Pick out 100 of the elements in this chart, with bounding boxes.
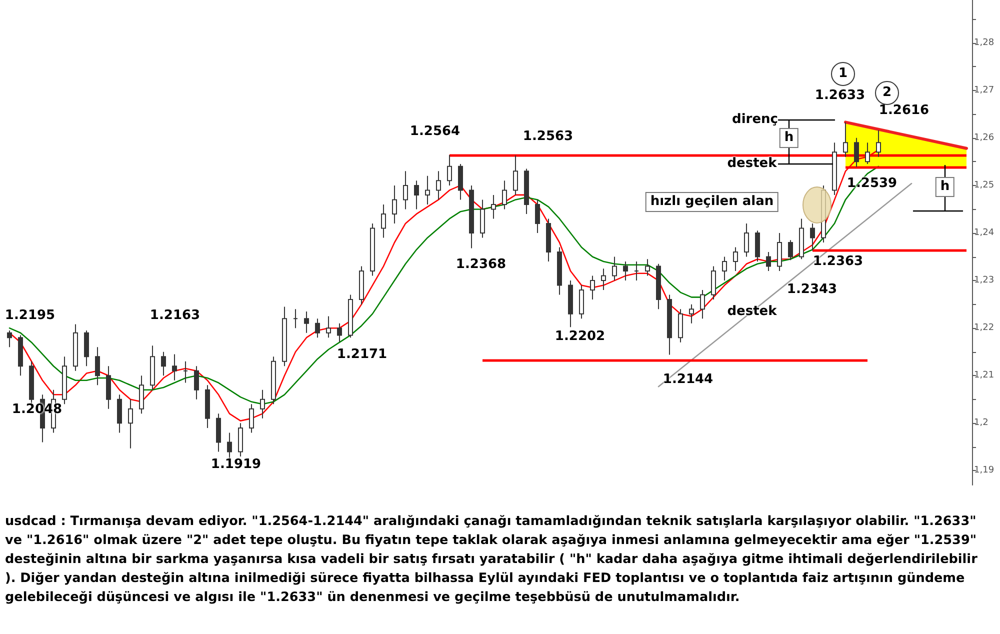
annotation: 1.2563	[522, 129, 574, 145]
candlestick	[392, 184, 397, 224]
candlestick	[623, 261, 628, 282]
candlestick	[282, 306, 287, 367]
candlestick	[524, 168, 529, 214]
candlestick	[469, 184, 474, 249]
candlestick	[161, 351, 166, 376]
annotation: 1.2163	[150, 308, 200, 324]
candlestick	[73, 324, 78, 372]
annotation: 1.2202	[554, 329, 606, 345]
candlestick	[447, 154, 452, 186]
y-tick-label: 1,23	[974, 276, 994, 286]
candlestick	[249, 404, 254, 434]
annotation: destek	[727, 304, 777, 320]
candlestick	[315, 318, 320, 338]
candlestick	[777, 232, 782, 272]
candlestick	[84, 330, 89, 367]
candlestick	[436, 170, 441, 200]
candlestick	[590, 275, 595, 300]
candlestick	[865, 142, 870, 165]
candlestick	[216, 413, 221, 452]
y-tick-label: 1,27	[974, 85, 994, 96]
candlestick	[326, 316, 331, 338]
candlestick	[95, 346, 100, 386]
y-tick-label: 1,26	[974, 132, 994, 143]
candlestick	[403, 170, 408, 210]
candlestick	[722, 256, 727, 282]
y-tick-label: 1,19	[974, 466, 994, 476]
candlestick	[205, 384, 210, 428]
annotation: 1.2564	[410, 124, 460, 140]
candlestick	[766, 252, 771, 272]
candlestick	[128, 398, 133, 449]
annotation: 1.2368	[456, 257, 506, 273]
candlestick	[337, 322, 342, 342]
candlestick	[348, 294, 353, 338]
annotation: 1.1919	[210, 457, 262, 473]
candlestick	[414, 180, 419, 210]
candlestick	[7, 330, 12, 348]
candlestick	[117, 394, 122, 434]
candlestick	[568, 280, 573, 328]
annotation: 1	[831, 62, 855, 86]
candlestick	[876, 130, 881, 158]
annotation: h	[935, 177, 955, 197]
candlestick	[62, 356, 67, 405]
candlestick	[502, 180, 507, 210]
candlestick	[535, 199, 540, 234]
candlestick	[381, 204, 386, 238]
candlestick	[480, 199, 485, 238]
y-tick-label: 1,24	[974, 228, 994, 238]
annotation: destek	[727, 156, 777, 172]
candlestick	[106, 366, 111, 410]
annotation: 1.2343	[786, 282, 838, 298]
candlestick	[557, 246, 562, 296]
candlestick	[491, 194, 496, 220]
candlestick	[755, 230, 760, 262]
candlestick	[425, 175, 430, 205]
candlestick	[854, 137, 859, 168]
candlestick	[579, 284, 584, 320]
annotation: direnç	[732, 112, 778, 128]
candlestick	[513, 154, 518, 196]
candlestick	[172, 354, 177, 381]
candlestick	[183, 360, 188, 384]
annotation: hızlı geçilen alan	[645, 192, 779, 212]
candlestick	[271, 356, 276, 405]
candlestick	[733, 246, 738, 272]
y-tick-label: 1,22	[974, 323, 994, 334]
candlestick	[634, 261, 639, 282]
y-tick-label: 1,25	[974, 180, 994, 190]
candlestick	[601, 268, 606, 291]
candlestick	[799, 218, 804, 260]
annotation: 1.2171	[336, 347, 388, 363]
candlestick	[370, 222, 375, 276]
candlestick	[546, 218, 551, 262]
y-tick-label: 1,28	[974, 38, 994, 48]
candlestick	[832, 142, 837, 196]
candlestick	[788, 240, 793, 261]
candlestick	[238, 422, 243, 457]
candlestick	[612, 256, 617, 282]
candlestick	[359, 266, 364, 305]
candlestick	[458, 164, 463, 200]
annotation: 2	[882, 85, 892, 100]
annotation: 1.2195	[4, 308, 56, 324]
candlestick	[843, 122, 848, 158]
candlestick	[810, 222, 815, 252]
y-tick-label: 1,21	[974, 370, 994, 381]
annotation: 1.2616	[878, 103, 930, 119]
candlestick	[700, 290, 705, 320]
candlestick	[194, 366, 199, 400]
candlestick	[18, 334, 23, 376]
y-tick-label: 1,2	[974, 418, 988, 428]
candlestick	[689, 304, 694, 324]
candlestick	[645, 258, 650, 276]
annotation: 1.2144	[662, 372, 714, 388]
candlestick	[711, 266, 716, 300]
candlestick	[304, 310, 309, 334]
candlestick	[260, 389, 265, 419]
candlestick	[656, 263, 661, 310]
candlestick	[293, 308, 298, 329]
annotation: 1.2363	[812, 254, 864, 270]
annotation: h	[779, 128, 799, 148]
